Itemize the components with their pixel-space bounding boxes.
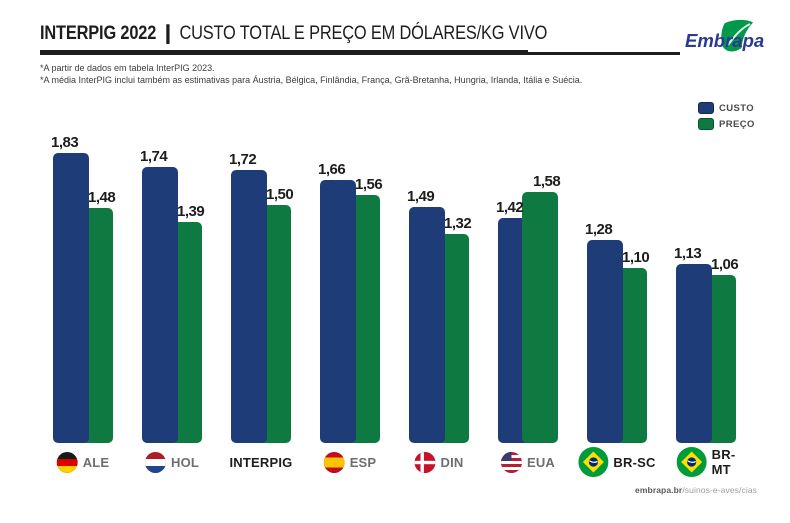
legend-item-custo: CUSTO [698, 100, 755, 116]
bar-preco-EUA [522, 192, 558, 443]
bar-group-INTERPIG: 1,72 1,50 [229, 130, 294, 443]
value-label-preco-BR-SC: 1,10 [622, 249, 650, 266]
bar-custo-ALE [53, 153, 89, 443]
bar-group-BR-MT: 1,13 1,06 [674, 130, 739, 443]
x-label-DIN: DIN [414, 446, 464, 478]
value-label-custo-EUA: 1,42 [496, 199, 524, 216]
value-label-preco-INTERPIG: 1,50 [266, 186, 294, 203]
bar-group-ALE: 1,83 1,48 [51, 130, 116, 443]
footnote-line-1: *A partir de dados em tabela InterPIG 20… [40, 63, 215, 73]
flag-netherlands-icon [144, 451, 166, 473]
bar-custo-DIN [409, 207, 445, 443]
bar-custo-BR-MT [676, 264, 712, 443]
bar-group-HOL: 1,74 1,39 [140, 130, 205, 443]
bar-custo-BR-SC [587, 240, 623, 443]
x-label-text-EUA: EUA [526, 454, 556, 470]
x-label-ESP: ESP [323, 446, 377, 478]
source-path: /suinos-e-aves/cias [682, 485, 757, 495]
value-label-custo-HOL: 1,74 [140, 148, 168, 165]
x-label-BR-SC: BR-SC [578, 446, 655, 478]
footnote-line-2: *A média InterPIG inclui também as estim… [40, 74, 583, 85]
x-label-EUA: EUA [500, 446, 556, 478]
flag-brazil-icon [578, 447, 609, 477]
x-label-text-DIN: DIN [440, 454, 464, 470]
legend-swatch-preco [698, 118, 714, 130]
bar-chart: 1,83 1,48 1,74 1,39 1,72 1,50 1,66 1,56 1,49 1,32… [40, 130, 752, 443]
legend: CUSTO PREÇO [698, 100, 755, 132]
bar-group-DIN: 1,49 1,32 [407, 130, 472, 443]
embrapa-logo: Embrapa [684, 19, 768, 58]
bar-custo-INTERPIG [231, 170, 267, 443]
x-label-text-INTERPIG: INTERPIG [229, 454, 293, 470]
x-label-text-ALE: ALE [82, 454, 110, 470]
value-label-custo-ALE: 1,83 [51, 134, 79, 151]
page-title: INTERPIG 2022 | CUSTO TOTAL E PREÇO EM D… [40, 21, 547, 55]
flag-usa-icon [500, 451, 522, 473]
value-label-custo-ESP: 1,66 [318, 161, 346, 178]
bar-custo-ESP [320, 180, 356, 443]
value-label-preco-HOL: 1,39 [177, 203, 205, 220]
legend-label-preco: PREÇO [719, 118, 755, 130]
value-label-preco-BR-MT: 1,06 [711, 256, 739, 273]
legend-swatch-custo [698, 102, 714, 114]
flag-spain-icon [323, 451, 345, 473]
flag-denmark-icon [414, 451, 436, 473]
value-label-custo-DIN: 1,49 [407, 188, 435, 205]
x-label-text-BR-SC: BR-SC [613, 454, 656, 470]
x-label-INTERPIG: INTERPIG [230, 446, 293, 478]
legend-label-custo: CUSTO [719, 102, 755, 114]
flag-germany-icon [56, 451, 78, 473]
value-label-preco-ALE: 1,48 [88, 189, 116, 206]
title-separator: | [165, 21, 171, 44]
x-label-ALE: ALE [56, 446, 110, 478]
x-label-text-ESP: ESP [349, 454, 377, 470]
title-underline-extension [528, 52, 680, 55]
value-label-custo-BR-MT: 1,13 [674, 245, 702, 262]
x-label-text-HOL: HOL [170, 454, 200, 470]
source-domain: embrapa.br [635, 485, 683, 495]
bar-group-EUA: 1,42 1,58 [496, 130, 561, 443]
bar-group-BR-SC: 1,28 1,10 [585, 130, 650, 443]
x-label-HOL: HOL [144, 446, 200, 478]
value-label-custo-BR-SC: 1,28 [585, 221, 613, 238]
source-text: embrapa.br/suinos-e-aves/cias [635, 485, 757, 495]
x-axis-labels: ALE HOL INTERPIG ESP DIN EUA BR-SC BR-MT [40, 446, 752, 478]
value-label-preco-ESP: 1,56 [355, 176, 383, 193]
value-label-preco-EUA: 1,58 [533, 173, 561, 190]
title-rest-text: CUSTO TOTAL E PREÇO EM DÓLARES/KG VIVO [179, 22, 548, 44]
value-label-preco-DIN: 1,32 [444, 215, 472, 232]
value-label-custo-INTERPIG: 1,72 [229, 151, 257, 168]
bar-group-ESP: 1,66 1,56 [318, 130, 383, 443]
legend-item-preco: PREÇO [698, 116, 755, 132]
x-label-BR-MT: BR-MT [676, 446, 736, 478]
flag-brazil-icon [676, 447, 707, 477]
title-bold-text: INTERPIG 2022 [40, 22, 157, 44]
embrapa-logo-text: Embrapa [685, 30, 764, 51]
bar-custo-HOL [142, 167, 178, 443]
x-label-text-BR-MT: BR-MT [711, 447, 736, 477]
footnotes: *A partir de dados em tabela InterPIG 20… [40, 63, 582, 86]
